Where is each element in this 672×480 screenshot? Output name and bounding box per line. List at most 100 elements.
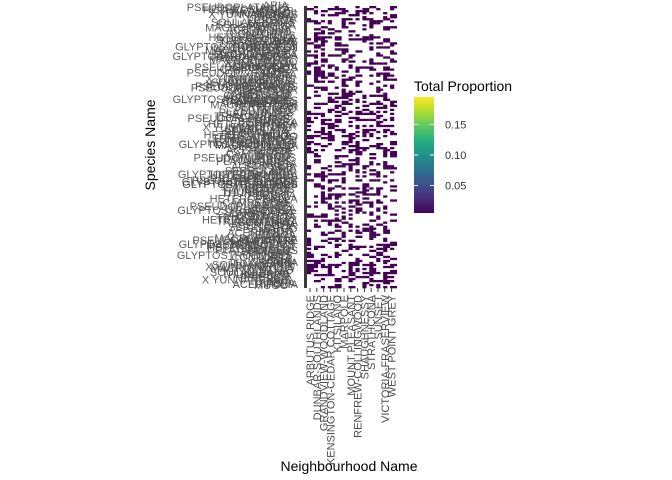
heatmap-tile bbox=[320, 263, 325, 267]
heatmap-tile bbox=[376, 72, 384, 75]
x-tick-label: SUNSET bbox=[373, 295, 385, 340]
heatmap-tile bbox=[313, 54, 319, 57]
heatmap-tile bbox=[390, 44, 395, 47]
heatmap-tile bbox=[307, 269, 314, 273]
y-tick-label: CONTORTA bbox=[237, 217, 298, 229]
heatmap-tile bbox=[341, 60, 346, 63]
y-tick-label: TRIACANTHOS bbox=[216, 212, 295, 224]
heatmap-tile bbox=[376, 114, 384, 118]
heatmap-tile bbox=[390, 265, 395, 269]
heatmap-tile bbox=[313, 40, 319, 43]
y-tick-label: ACERIFOLIA bbox=[230, 237, 296, 249]
x-tick-marks bbox=[309, 288, 393, 292]
heatmap-tile bbox=[327, 108, 335, 112]
heatmap-tile bbox=[369, 74, 374, 77]
heatmap-tile bbox=[307, 20, 314, 23]
heatmap-tile bbox=[348, 193, 356, 196]
heatmap-tile bbox=[307, 239, 312, 242]
y-tick-label: BETULUS bbox=[245, 30, 296, 42]
heatmap-tile bbox=[327, 265, 332, 269]
heatmap-tile bbox=[327, 223, 332, 226]
y-tick-label: ACERIFOLIA bbox=[227, 228, 293, 240]
y-tick-label: ACERIFOLIA bbox=[231, 162, 297, 174]
y-tick-label: MUGO bbox=[257, 26, 292, 38]
y-tick-label: PERSICA bbox=[248, 21, 297, 33]
y-tick-label: MACROPHYLLA bbox=[211, 263, 295, 275]
heatmap-tile bbox=[390, 14, 397, 17]
heatmap-tile bbox=[341, 78, 349, 81]
heatmap-tile bbox=[341, 171, 346, 174]
heatmap-tile bbox=[320, 26, 328, 29]
heatmap-tile bbox=[355, 106, 360, 110]
heatmap-tile bbox=[376, 175, 381, 178]
heatmap-tile bbox=[327, 66, 332, 69]
heatmap-tile bbox=[369, 46, 374, 49]
heatmap-tile bbox=[327, 231, 335, 234]
y-tick-label: ARIA bbox=[272, 257, 298, 269]
heatmap-tile bbox=[341, 193, 346, 196]
heatmap-tile bbox=[348, 273, 356, 277]
y-tick-label: HETEROPHYLLA bbox=[207, 137, 296, 149]
heatmap-tile bbox=[348, 22, 356, 25]
heatmap-tile bbox=[341, 10, 349, 13]
heatmap-tile bbox=[369, 24, 374, 27]
heatmap-tile bbox=[355, 225, 360, 228]
y-tick-label: PERSICA bbox=[248, 229, 297, 241]
heatmap-tile bbox=[362, 96, 367, 99]
heatmap-tile bbox=[307, 118, 312, 122]
y-tick-label: PSEUDOPLATANUS bbox=[187, 113, 290, 125]
y-tick-label: MACROPHYLLA bbox=[214, 49, 298, 61]
heatmap-tile bbox=[362, 100, 367, 103]
heatmap-tile bbox=[390, 155, 397, 158]
heatmap-tile bbox=[369, 132, 374, 136]
heatmap-tile bbox=[320, 14, 325, 17]
heatmap-tile bbox=[348, 136, 356, 140]
y-tick-label: TRIACANTHOS bbox=[214, 111, 293, 123]
y-tick-label: MUGO bbox=[256, 150, 291, 162]
heatmap-tile bbox=[390, 6, 397, 9]
heatmap-tile bbox=[355, 116, 360, 120]
heatmap-tile bbox=[383, 128, 391, 132]
heatmap-tile bbox=[320, 20, 325, 23]
y-tick-label: ARIA bbox=[268, 167, 294, 179]
y-axis-title: Species Name bbox=[142, 99, 158, 190]
heatmap-tile bbox=[334, 42, 342, 45]
heatmap-tile bbox=[348, 54, 356, 57]
y-tick-label: NIGRA bbox=[256, 199, 292, 211]
heatmap-tile bbox=[341, 50, 349, 53]
heatmap-tile bbox=[320, 195, 325, 198]
heatmap-tile bbox=[313, 247, 319, 251]
heatmap-tile bbox=[341, 181, 346, 184]
heatmap-tile bbox=[362, 8, 370, 11]
heatmap-tile bbox=[355, 263, 360, 267]
heatmap-tile bbox=[369, 66, 374, 69]
heatmap-tile bbox=[320, 173, 325, 176]
y-tick-label: BETULUS bbox=[238, 117, 289, 129]
heatmap-tile bbox=[348, 261, 356, 265]
y-tick-label: PSEUDOPLATANUS bbox=[195, 81, 298, 93]
heatmap-tile bbox=[369, 187, 374, 190]
heatmap-tile bbox=[307, 96, 312, 99]
heatmap-tile bbox=[355, 257, 360, 261]
heatmap-tile bbox=[355, 82, 360, 85]
heatmap-tile bbox=[307, 124, 312, 128]
heatmap-tile bbox=[390, 151, 397, 154]
heatmap-tile bbox=[369, 157, 377, 160]
heatmap-tile bbox=[334, 120, 342, 124]
heatmap-tile bbox=[327, 193, 335, 196]
y-tick-label: TRIACANTHOS bbox=[219, 179, 298, 191]
heatmap-tile bbox=[320, 219, 328, 222]
heatmap-tile bbox=[348, 205, 356, 208]
heatmap-tile bbox=[362, 12, 367, 15]
heatmap-tile bbox=[334, 277, 342, 281]
y-tick-label: MUGO bbox=[259, 226, 294, 238]
heatmap-tile bbox=[341, 88, 346, 91]
heatmap-tile bbox=[383, 231, 391, 234]
heatmap-tile bbox=[362, 104, 370, 108]
heatmap-tile bbox=[341, 187, 346, 190]
heatmap-tile bbox=[376, 257, 381, 261]
heatmap-tile bbox=[362, 36, 370, 39]
y-tick-label: X YUNNANENSIS bbox=[205, 79, 295, 91]
heatmap-tile bbox=[348, 144, 356, 148]
heatmap-tile bbox=[355, 100, 360, 103]
